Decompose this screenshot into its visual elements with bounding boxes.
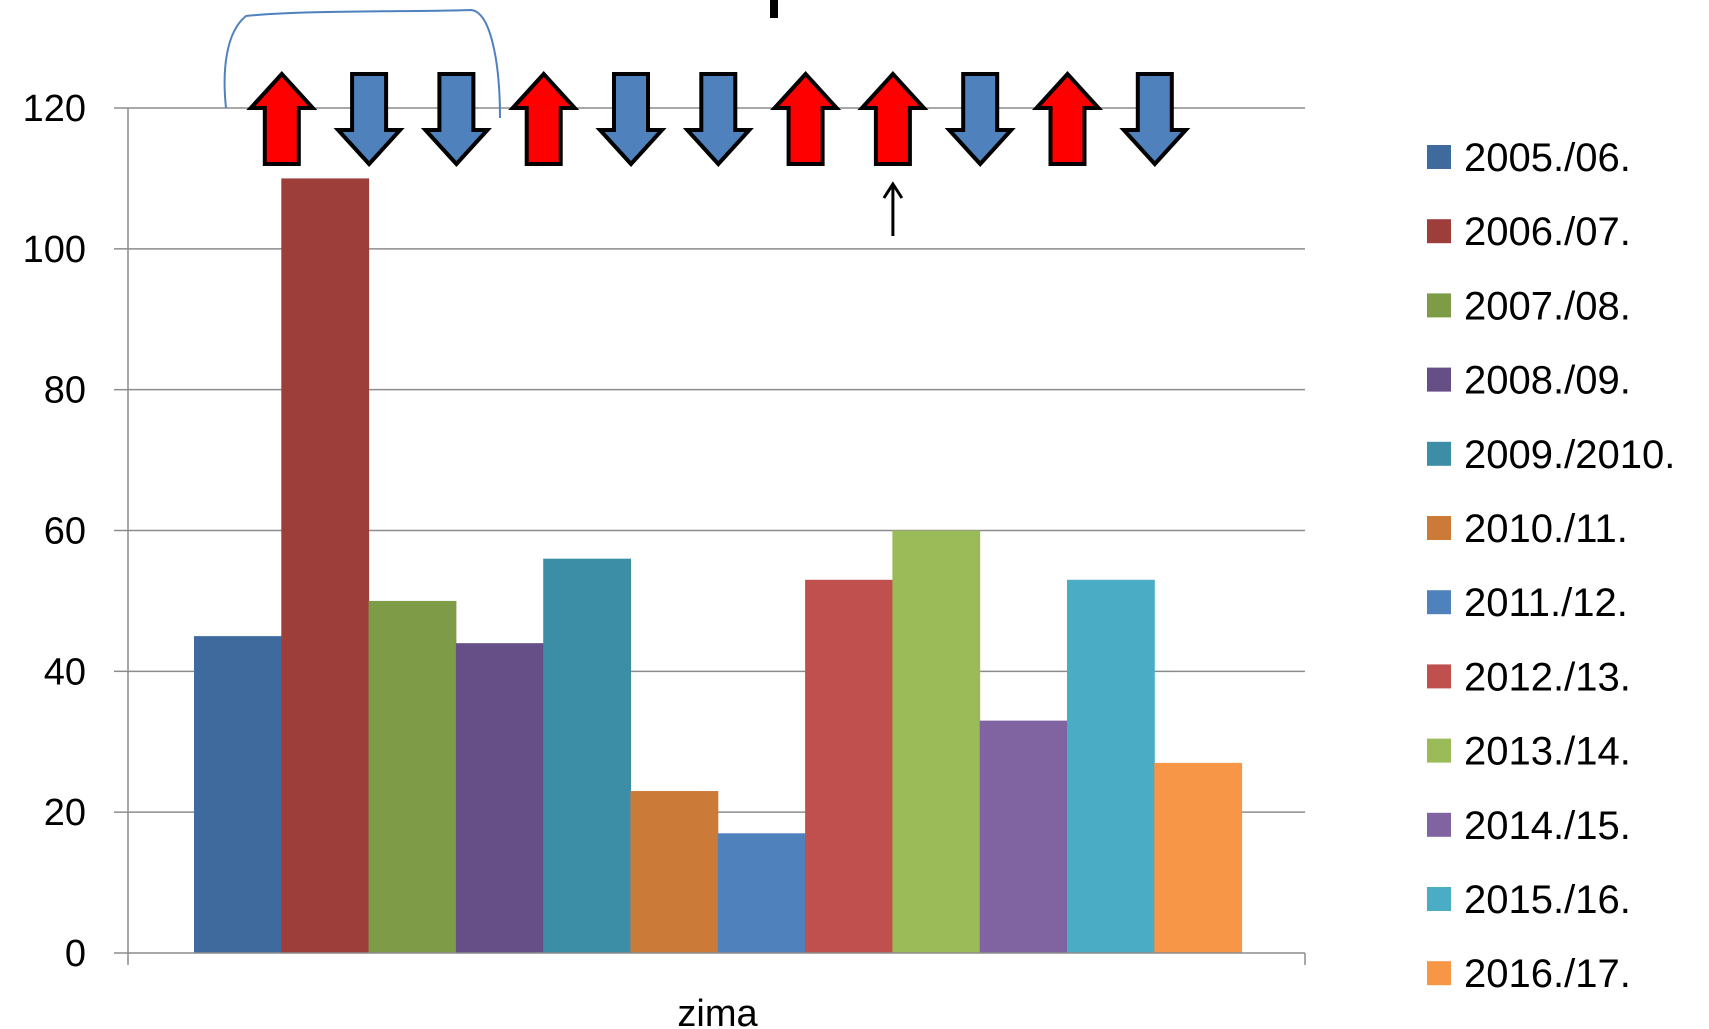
legend-label: 2014./15. xyxy=(1464,804,1631,848)
bar-2007./08. xyxy=(368,600,457,953)
trend-arrow-up-7 xyxy=(770,71,842,166)
bar-2016./17. xyxy=(1154,762,1243,953)
legend-swatch xyxy=(1427,516,1451,540)
trend-arrow-up-8 xyxy=(857,71,929,166)
trend-arrow-down-6 xyxy=(682,72,754,167)
x-category-label: zima xyxy=(677,993,758,1029)
trend-arrow-up-10 xyxy=(1031,71,1104,166)
legend-swatch xyxy=(1427,145,1451,169)
trend-arrow-down-3 xyxy=(420,72,492,167)
bar-2012./13. xyxy=(805,579,893,953)
bar-2005./06. xyxy=(194,636,282,953)
trend-arrow-up-4 xyxy=(508,71,580,166)
trend-arrow-down-2 xyxy=(333,72,405,167)
axes xyxy=(127,108,1306,965)
legend-swatch xyxy=(1427,961,1451,986)
y-tick-label: 100 xyxy=(23,229,86,271)
bracket-annotation xyxy=(223,8,501,119)
trend-arrow-down-5 xyxy=(595,72,667,167)
bar-2015./16. xyxy=(1067,579,1155,953)
bar-2010./11. xyxy=(630,791,719,953)
bars xyxy=(194,178,1243,953)
legend-swatch xyxy=(1427,887,1451,911)
y-tick-label: 120 xyxy=(23,88,86,130)
cropped-title-fragment xyxy=(770,0,778,18)
pointer-arrow-head xyxy=(882,181,904,199)
trend-arrow-down-9 xyxy=(944,72,1016,167)
legend-swatch xyxy=(1427,441,1451,466)
legend-label: 2009./2010. xyxy=(1464,433,1675,477)
annotations xyxy=(223,0,1191,236)
legend-swatch xyxy=(1427,293,1451,318)
legend-swatch xyxy=(1427,219,1451,244)
y-tick-label: 20 xyxy=(44,792,86,834)
trend-arrow-down-11 xyxy=(1119,72,1191,167)
legend-label: 2011./12. xyxy=(1464,581,1628,625)
bar-2013./14. xyxy=(892,530,981,953)
legend-label: 2008./09. xyxy=(1464,359,1631,403)
legend-swatch xyxy=(1427,738,1451,763)
bar-2014./15. xyxy=(979,720,1068,953)
y-tick-label: 0 xyxy=(65,933,86,975)
legend-label: 2005./06. xyxy=(1464,136,1631,180)
legend-label: 2016./17. xyxy=(1464,952,1631,996)
legend: 2005./06. 2006./07. 2007./08. 2008./09. 2009… xyxy=(1427,136,1675,996)
legend-label: 2013./14. xyxy=(1464,730,1631,774)
legend-label: 2012./13. xyxy=(1464,655,1631,699)
y-tick-label: 40 xyxy=(44,651,86,693)
bar-2006./07. xyxy=(281,178,370,953)
bar-2009./2010. xyxy=(543,558,631,953)
trend-arrow-up-1 xyxy=(246,71,318,166)
bar-2011./12. xyxy=(717,833,806,953)
legend-label: 2010./11. xyxy=(1464,507,1628,551)
y-tick-label: 80 xyxy=(44,370,86,412)
legend-swatch xyxy=(1427,812,1451,837)
legend-label: 2015./16. xyxy=(1464,878,1631,922)
y-axis-ticks: 0 20 40 60 80 100 120 xyxy=(23,88,128,975)
y-tick-label: 60 xyxy=(44,511,86,553)
legend-label: 2006./07. xyxy=(1464,210,1631,254)
legend-label: 2007./08. xyxy=(1464,284,1631,328)
bar-2008./09. xyxy=(455,643,544,953)
legend-swatch xyxy=(1427,664,1451,689)
legend-swatch xyxy=(1427,590,1451,615)
legend-swatch xyxy=(1427,367,1451,392)
